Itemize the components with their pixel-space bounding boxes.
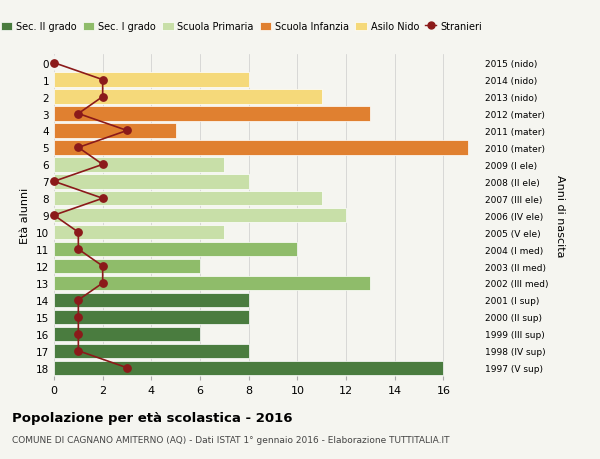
Point [98,263,107,270]
Bar [54,158,224,172]
Point [49,212,59,219]
Point [74,347,83,355]
Text: Popolazione per età scolastica - 2016: Popolazione per età scolastica - 2016 [12,411,293,424]
Bar [54,242,298,257]
Point [74,229,83,236]
Point [74,330,83,338]
Bar [54,192,322,206]
Bar [54,73,249,88]
Bar [54,175,249,189]
Bar [54,124,176,138]
Point [98,161,107,168]
Y-axis label: Età alunni: Età alunni [20,188,31,244]
Bar [54,90,322,105]
Bar [54,344,249,358]
Bar [54,259,200,274]
Bar [54,276,370,291]
Point [98,195,107,202]
Legend: Sec. II grado, Sec. I grado, Scuola Primaria, Scuola Infanzia, Asilo Nido, Stran: Sec. II grado, Sec. I grado, Scuola Prim… [0,18,486,36]
Bar [54,293,249,308]
Point [122,128,132,135]
Bar [54,361,443,375]
Bar [54,107,370,122]
Point [74,313,83,321]
Point [49,178,59,185]
Bar [54,208,346,223]
Point [74,246,83,253]
Bar [54,141,468,155]
Point [98,94,107,101]
Point [74,297,83,304]
Point [98,77,107,84]
Bar [54,225,224,240]
Bar [54,327,200,341]
Point [98,280,107,287]
Bar [54,310,249,325]
Point [74,111,83,118]
Y-axis label: Anni di nascita: Anni di nascita [555,174,565,257]
Point [122,364,132,372]
Point [74,145,83,152]
Point [49,60,59,67]
Text: COMUNE DI CAGNANO AMITERNO (AQ) - Dati ISTAT 1° gennaio 2016 - Elaborazione TUTT: COMUNE DI CAGNANO AMITERNO (AQ) - Dati I… [12,435,449,444]
